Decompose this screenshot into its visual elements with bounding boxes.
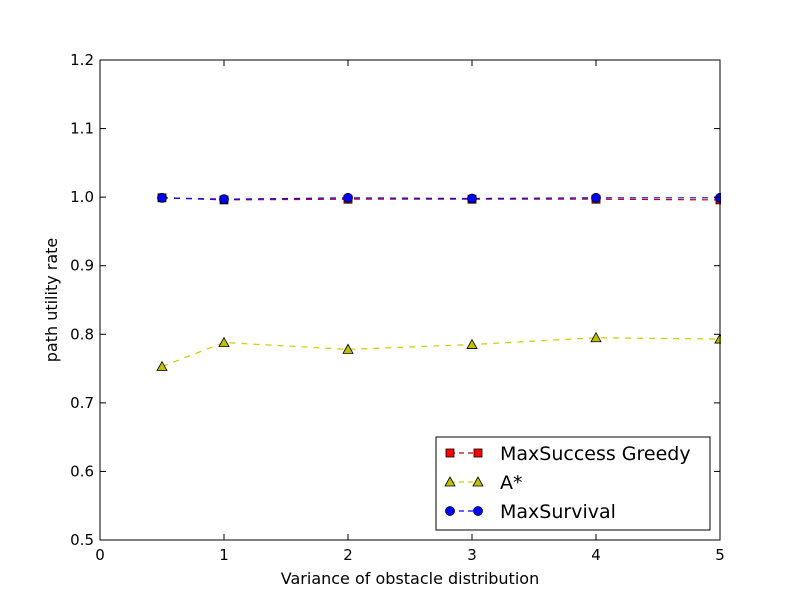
maxsurvival-point (157, 192, 167, 203)
a-point (466, 338, 478, 349)
legend-marker-maxsuccess-greedy (473, 448, 483, 458)
x-axis-label: Variance of obstacle distribution (281, 569, 539, 588)
maxsurvival-point (467, 193, 477, 204)
x-tick-label: 2 (343, 546, 353, 564)
x-tick-label: 0 (95, 546, 105, 564)
y-tick-label: 1.1 (70, 120, 94, 138)
legend-label-maxsurvival: MaxSurvival (500, 501, 616, 523)
y-tick-label: 0.6 (70, 462, 94, 480)
y-tick-label: 0.9 (70, 257, 94, 275)
legend-label-maxsuccess-greedy: MaxSuccess Greedy (500, 443, 691, 465)
legend-marker-maxsuccess-greedy (445, 448, 455, 458)
y-tick-label: 0.7 (70, 394, 94, 412)
x-tick-label: 5 (715, 546, 725, 564)
y-tick-label: 1.0 (70, 188, 94, 206)
y-tick-label: 0.5 (70, 531, 94, 549)
maxsurvival-line (161, 197, 720, 200)
legend: MaxSuccess Greedy A* MaxSurvival (435, 436, 711, 531)
a-point (590, 331, 602, 343)
maxsurvival-point (591, 192, 601, 203)
maxsurvival-point (219, 194, 229, 205)
a-line (161, 337, 721, 368)
y-tick-label: 0.8 (70, 325, 94, 343)
plot-frame (99, 59, 721, 541)
x-tick-label: 4 (591, 546, 601, 564)
legend-marker-maxsurvival (445, 506, 455, 516)
legend-label-a: A* (500, 472, 523, 494)
y-axis-label: path utility rate (42, 238, 61, 363)
series-layer (156, 192, 721, 371)
legend-marker-a (472, 476, 484, 487)
a-point (156, 360, 168, 371)
x-tick-label: 3 (467, 546, 477, 564)
ticks-layer: 0 1 2 3 4 5 0.5 0.6 0.7 0.8 0.9 1.0 1.1 1.2 (70, 51, 725, 564)
x-tick-label: 1 (219, 546, 229, 564)
legend-marker-a (444, 476, 456, 487)
y-tick-label: 1.2 (70, 51, 94, 69)
maxsurvival-point (343, 192, 353, 203)
a-point (342, 343, 354, 354)
a-point (218, 336, 230, 347)
legend-marker-maxsurvival (473, 506, 483, 516)
